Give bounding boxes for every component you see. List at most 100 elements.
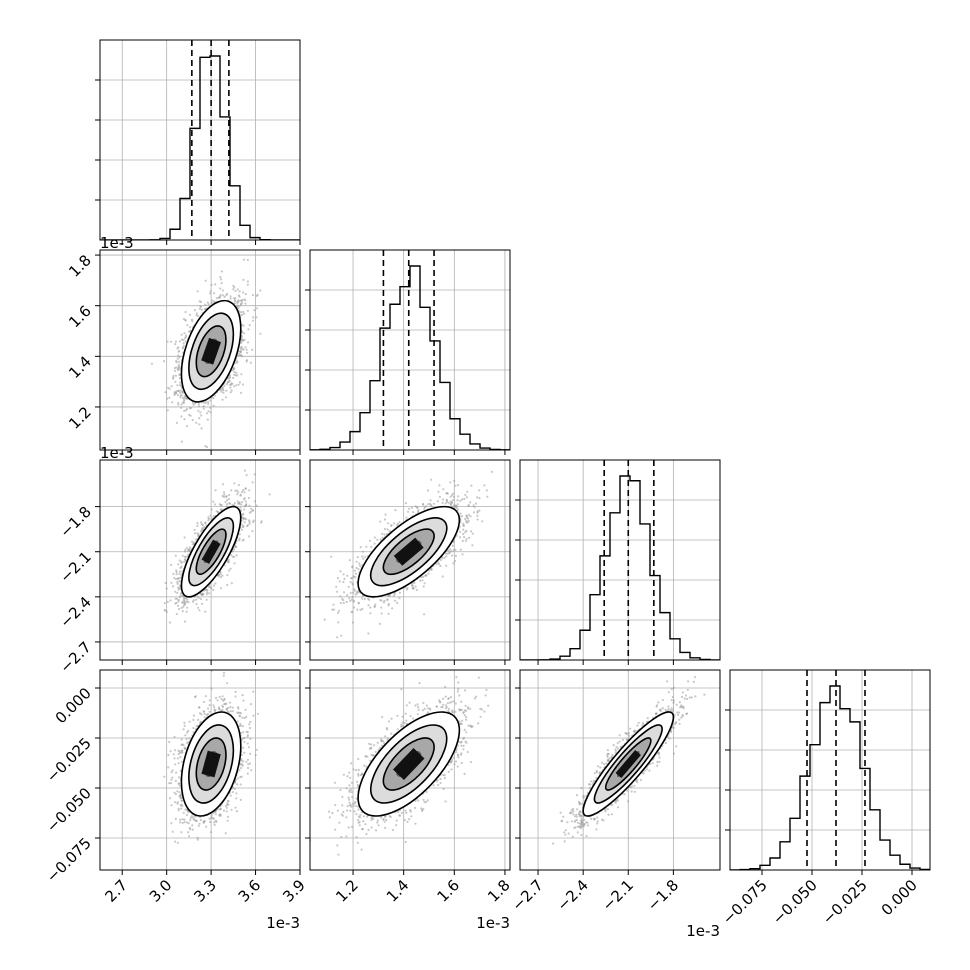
scatter-point: [177, 598, 180, 602]
scatter-point: [177, 354, 180, 357]
scatter-point: [175, 573, 178, 576]
histogram-step: [310, 265, 510, 450]
scatter-point: [183, 337, 187, 340]
scatter-point: [187, 330, 190, 333]
scatter-point: [242, 291, 245, 294]
scatter-point: [203, 308, 206, 311]
scatter-point: [222, 491, 226, 494]
scatter-point: [242, 258, 246, 261]
scatter-point: [212, 515, 215, 518]
scatter-point: [233, 370, 236, 374]
scatter-point: [176, 577, 179, 581]
scatter-point: [232, 297, 235, 300]
scatter-point: [191, 320, 194, 323]
scatter-point: [240, 299, 243, 302]
scatter-point: [224, 500, 227, 504]
scatter-point: [252, 316, 255, 319]
scatter-point: [198, 423, 201, 426]
scatter-point: [255, 294, 258, 297]
scatter-point: [206, 589, 209, 592]
scatter-point: [199, 411, 202, 414]
scatter-point: [184, 340, 187, 343]
scatter-point: [177, 403, 180, 406]
scatter-point: [203, 526, 206, 529]
scatter-point: [212, 404, 215, 407]
scatter-point: [174, 343, 177, 346]
scatter-point: [176, 581, 179, 584]
scatter-point: [233, 562, 236, 565]
scatter-point: [170, 385, 173, 388]
scatter-point: [183, 600, 186, 603]
scatter-point: [192, 599, 195, 602]
scatter-point: [183, 555, 186, 559]
scatter-point: [224, 396, 228, 399]
scatter-point: [193, 528, 196, 531]
scatter-point: [177, 389, 180, 392]
scatter-point: [204, 522, 207, 525]
scatter-point: [209, 399, 212, 402]
scatter-point: [181, 391, 184, 394]
scatter-point: [253, 309, 256, 312]
scatter-point: [233, 286, 236, 289]
scatter-point: [239, 506, 242, 509]
scatter-point: [241, 523, 244, 527]
scatter-point: [195, 312, 198, 315]
scatter-point: [188, 407, 191, 410]
scatter-point: [234, 289, 237, 292]
scatter-point: [246, 283, 249, 286]
scatter-point: [222, 495, 226, 498]
scatter-point: [206, 301, 209, 304]
scatter-point: [185, 425, 189, 428]
scatter-point: [226, 503, 229, 506]
scatter-point: [185, 334, 188, 337]
scatter-point: [182, 317, 186, 321]
scatter-point: [197, 409, 200, 412]
scatter-point: [177, 346, 180, 349]
scatter-point: [171, 401, 174, 404]
scatter-point: [251, 530, 254, 533]
scatter-point: [248, 535, 251, 538]
scatter-point: [203, 401, 206, 404]
scatter-point: [180, 403, 183, 406]
scatter-point: [223, 295, 226, 298]
scatter-point: [223, 493, 226, 496]
scatter-point: [177, 586, 180, 589]
scatter-point: [238, 533, 241, 536]
scatter-point: [191, 543, 194, 546]
scatter-point: [176, 582, 179, 586]
scatter-point: [221, 574, 224, 577]
scatter-point: [247, 496, 250, 500]
scatter-point: [186, 324, 189, 327]
scatter-point: [230, 389, 233, 392]
scatter-point: [208, 592, 211, 595]
scatter-point: [182, 344, 185, 347]
scatter-point: [169, 621, 172, 624]
scatter-point: [242, 278, 245, 281]
scatter-point: [163, 602, 166, 605]
scatter-point: [169, 340, 173, 343]
scatter-point: [256, 307, 259, 310]
scatter-point: [225, 495, 228, 498]
scatter-point: [181, 396, 184, 399]
scatter-point: [165, 610, 168, 614]
scatter-point: [237, 491, 240, 494]
scatter-point: [195, 598, 198, 601]
scatter-point: [191, 401, 194, 405]
scatter-point: [239, 348, 243, 351]
scatter-point: [209, 514, 212, 517]
scatter-point: [174, 590, 177, 593]
scatter-point: [198, 417, 201, 420]
scatter-point: [237, 299, 240, 302]
scatter-point: [168, 387, 171, 390]
scatter-point: [245, 351, 249, 354]
scatter-point: [221, 398, 224, 401]
scatter-point: [174, 554, 177, 557]
scatter-point: [244, 292, 247, 296]
scatter-point: [234, 489, 237, 492]
scatter-point: [186, 606, 189, 609]
scatter-point: [246, 280, 249, 283]
scatter-point: [227, 558, 230, 561]
scatter-point: [190, 540, 194, 543]
scatter-point: [248, 511, 251, 514]
scatter-point: [251, 481, 254, 484]
